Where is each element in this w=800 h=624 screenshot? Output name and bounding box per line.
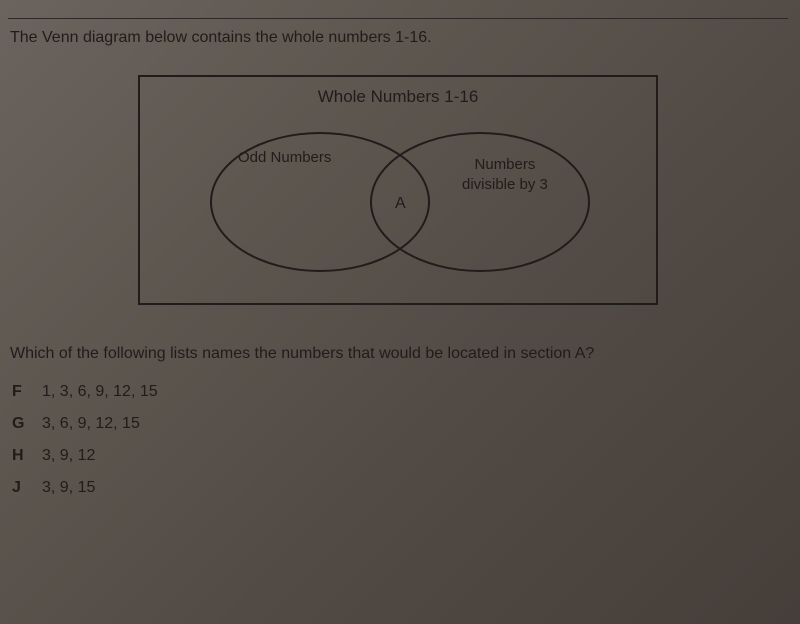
option-letter: F: [12, 383, 36, 401]
top-rule: [8, 18, 788, 19]
venn-label-right-line2: divisible by 3: [462, 176, 548, 193]
option-f[interactable]: F 1, 3, 6, 9, 12, 15: [12, 383, 788, 401]
option-text: 3, 6, 9, 12, 15: [42, 415, 140, 433]
question-text: Which of the following lists names the n…: [10, 345, 788, 363]
answer-options: F 1, 3, 6, 9, 12, 15 G 3, 6, 9, 12, 15 H…: [12, 383, 788, 497]
venn-title: Whole Numbers 1-16: [140, 87, 656, 107]
option-text: 3, 9, 15: [42, 479, 95, 497]
worksheet-page: The Venn diagram below contains the whol…: [0, 0, 800, 624]
venn-container: Whole Numbers 1-16 Odd Numbers Numbers d…: [138, 75, 658, 305]
option-text: 1, 3, 6, 9, 12, 15: [42, 383, 158, 401]
venn-label-left: Odd Numbers: [238, 149, 331, 166]
option-g[interactable]: G 3, 6, 9, 12, 15: [12, 415, 788, 433]
option-letter: J: [12, 479, 36, 497]
option-j[interactable]: J 3, 9, 15: [12, 479, 788, 497]
option-text: 3, 9, 12: [42, 447, 95, 465]
venn-label-right: Numbers divisible by 3: [462, 155, 548, 194]
venn-intersection-label: A: [395, 195, 406, 213]
option-letter: G: [12, 415, 36, 433]
venn-label-right-line1: Numbers: [475, 156, 536, 173]
option-h[interactable]: H 3, 9, 12: [12, 447, 788, 465]
prompt-text: The Venn diagram below contains the whol…: [10, 29, 788, 47]
option-letter: H: [12, 447, 36, 465]
